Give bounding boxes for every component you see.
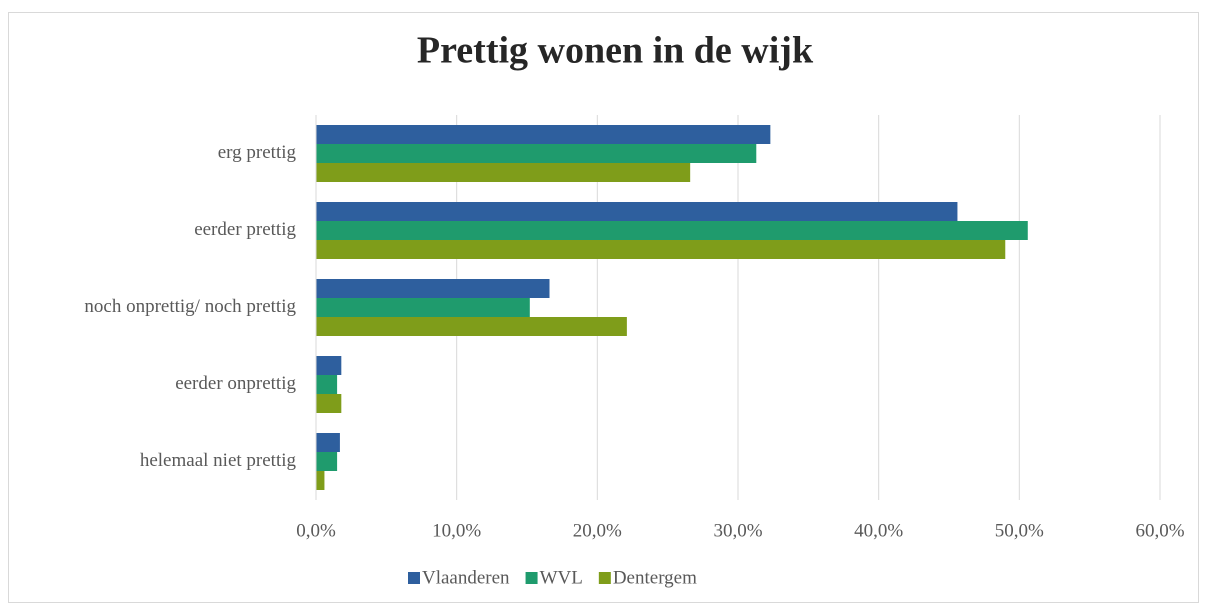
bar xyxy=(316,163,691,182)
y-tick-label: eerder onprettig xyxy=(175,373,296,394)
x-tick-label: 10,0% xyxy=(432,520,481,541)
bar xyxy=(316,221,1028,240)
legend-swatch xyxy=(408,572,420,584)
chart-title: Prettig wonen in de wijk xyxy=(417,30,814,72)
chart-border xyxy=(8,12,1199,603)
bar xyxy=(316,394,342,413)
legend-label: WVL xyxy=(540,567,583,588)
bar xyxy=(316,471,325,490)
x-tick-label: 0,0% xyxy=(296,520,336,541)
bar xyxy=(316,375,338,394)
x-tick-label: 20,0% xyxy=(573,520,622,541)
bar xyxy=(316,202,958,221)
bar xyxy=(316,298,530,317)
legend-label: Dentergem xyxy=(613,567,697,588)
bar xyxy=(316,452,338,471)
bar xyxy=(316,125,771,144)
x-tick-label: 50,0% xyxy=(995,520,1044,541)
y-tick-label: eerder prettig xyxy=(194,219,296,240)
bar xyxy=(316,279,550,298)
bar xyxy=(316,317,627,336)
legend-swatch xyxy=(598,572,611,584)
legend-swatch xyxy=(525,572,538,584)
x-tick-label: 30,0% xyxy=(713,520,762,541)
y-tick-label: erg prettig xyxy=(218,142,297,163)
bar xyxy=(316,433,340,452)
legend-label: Vlaanderen xyxy=(422,567,510,588)
x-tick-label: 60,0% xyxy=(1135,520,1184,541)
bar xyxy=(316,144,757,163)
bar xyxy=(316,240,1006,259)
y-tick-label: helemaal niet prettig xyxy=(140,450,297,471)
bar xyxy=(316,356,342,375)
x-tick-label: 40,0% xyxy=(854,520,903,541)
y-tick-label: noch onprettig/ noch prettig xyxy=(84,296,296,317)
